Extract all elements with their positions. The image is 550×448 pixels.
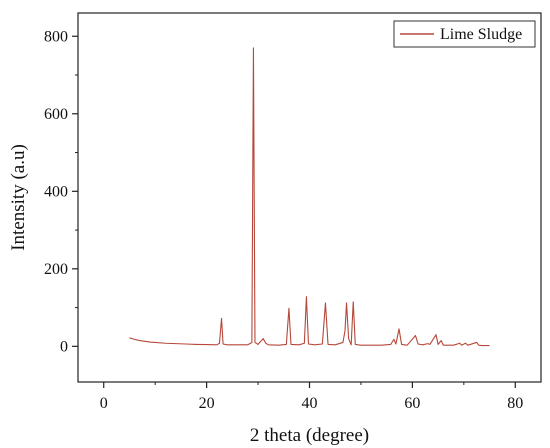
series-line-lime-sludge — [129, 47, 490, 347]
y-tick-label: 0 — [60, 338, 68, 355]
x-tick-label: 40 — [302, 395, 318, 412]
y-axis-ticks: 0 200 400 600 800 — [44, 28, 78, 355]
y-axis-label: Intensity (a.u) — [8, 144, 29, 251]
y-tick-label: 400 — [44, 183, 68, 200]
y-tick-label: 800 — [44, 28, 68, 45]
plot-frame — [77, 12, 542, 383]
plot-area-border — [77, 12, 542, 383]
legend-label-lime-sludge: Lime Sludge — [440, 26, 522, 43]
x-tick-label: 80 — [507, 395, 523, 412]
y-tick-label: 600 — [44, 106, 68, 123]
series-layer — [129, 47, 490, 347]
x-axis-ticks: 0 20 40 60 80 — [100, 382, 523, 412]
legend-box — [393, 20, 536, 48]
x-axis-label: 2 theta (degree) — [250, 425, 369, 446]
x-tick-label: 60 — [404, 395, 420, 412]
x-tick-label: 20 — [199, 395, 215, 412]
legend: Lime Sludge — [393, 20, 536, 48]
y-tick-label: 200 — [44, 261, 68, 278]
x-tick-label: 0 — [100, 395, 108, 412]
